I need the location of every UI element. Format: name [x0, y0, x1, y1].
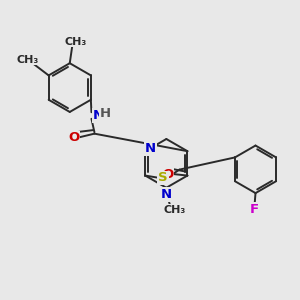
Text: CH₃: CH₃	[64, 37, 87, 46]
Text: F: F	[250, 202, 259, 216]
Text: H: H	[100, 106, 111, 120]
Text: N: N	[161, 188, 172, 201]
Text: N: N	[145, 142, 156, 155]
Text: O: O	[68, 131, 79, 144]
Text: S: S	[158, 171, 168, 184]
Text: N: N	[92, 109, 104, 122]
Text: CH₃: CH₃	[163, 205, 185, 215]
Text: O: O	[162, 168, 173, 181]
Text: CH₃: CH₃	[16, 55, 38, 64]
